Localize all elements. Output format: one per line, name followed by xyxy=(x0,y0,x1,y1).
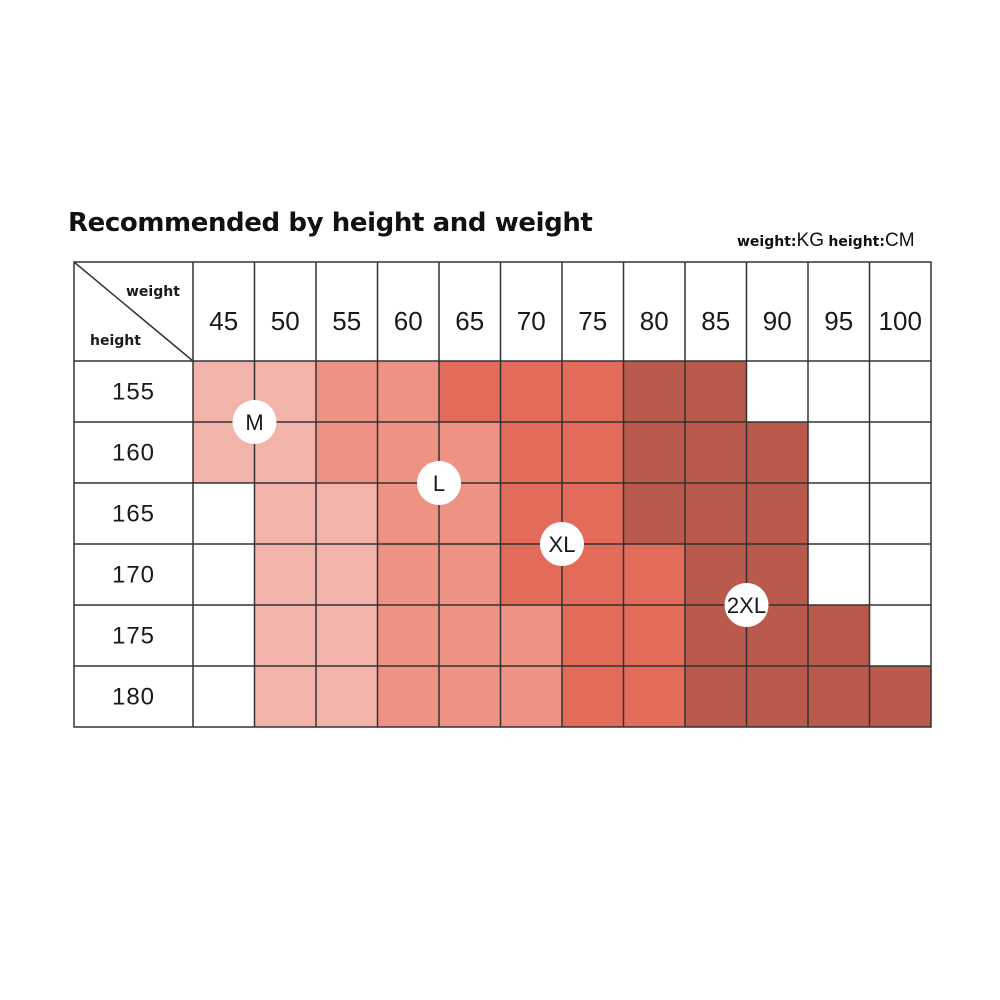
cell-160-75 xyxy=(562,422,624,483)
weight-unit-label: weight: xyxy=(737,234,797,250)
weight-tick-label: 75 xyxy=(578,306,607,336)
weight-tick-label: 60 xyxy=(394,306,423,336)
weight-tick-label: 80 xyxy=(640,306,669,336)
weight-tick-label: 55 xyxy=(332,306,361,336)
cell-155-70 xyxy=(500,361,562,422)
weight-tick-label: 70 xyxy=(517,306,546,336)
cell-180-90 xyxy=(746,666,808,727)
cell-165-55 xyxy=(316,483,378,544)
cell-160-70 xyxy=(500,422,562,483)
cell-160-100 xyxy=(869,422,931,483)
height-tick-label: 160 xyxy=(112,440,155,467)
cell-155-65 xyxy=(439,361,501,422)
weight-unit: KG xyxy=(796,230,824,251)
height-tick-label: 180 xyxy=(112,684,155,711)
size-badge-label: M xyxy=(245,410,263,435)
cell-175-75 xyxy=(562,605,624,666)
cell-170-95 xyxy=(808,544,870,605)
cell-180-95 xyxy=(808,666,870,727)
size-badge-m xyxy=(232,400,277,444)
weight-tick-label: 50 xyxy=(271,306,300,336)
cell-170-55 xyxy=(316,544,378,605)
cell-175-70 xyxy=(500,605,562,666)
cell-170-65 xyxy=(439,544,501,605)
cell-160-95 xyxy=(808,422,870,483)
weight-tick-label: 45 xyxy=(209,306,238,336)
cell-160-80 xyxy=(623,422,685,483)
height-unit: CM xyxy=(884,230,915,251)
cell-180-55 xyxy=(316,666,378,727)
height-tick-label: 155 xyxy=(112,379,155,406)
size-badge-l xyxy=(417,461,461,505)
cell-180-60 xyxy=(377,666,439,727)
cell-155-85 xyxy=(685,361,747,422)
corner-height-label: height xyxy=(90,333,141,349)
weight-tick-label: 100 xyxy=(879,306,922,336)
cell-170-60 xyxy=(377,544,439,605)
height-tick-label: 175 xyxy=(112,623,155,650)
cell-175-95 xyxy=(808,605,870,666)
cell-155-75 xyxy=(562,361,624,422)
height-unit-label: height: xyxy=(828,234,885,250)
cell-180-50 xyxy=(254,666,316,727)
weight-tick-label: 85 xyxy=(701,306,730,336)
weight-tick-label: 90 xyxy=(763,306,792,336)
cell-180-85 xyxy=(685,666,747,727)
cell-170-50 xyxy=(254,544,316,605)
cell-165-95 xyxy=(808,483,870,544)
size-badge-xl xyxy=(540,522,584,566)
cell-180-75 xyxy=(562,666,624,727)
cell-175-45 xyxy=(193,605,255,666)
cell-180-100 xyxy=(869,666,931,727)
corner-diagonal xyxy=(73,261,194,362)
cell-180-80 xyxy=(623,666,685,727)
cell-160-55 xyxy=(316,422,378,483)
cell-170-100 xyxy=(869,544,931,605)
cell-160-90 xyxy=(746,422,808,483)
cell-160-85 xyxy=(685,422,747,483)
cell-155-95 xyxy=(808,361,870,422)
size-badge-label: 2XL xyxy=(727,593,766,618)
cell-180-70 xyxy=(500,666,562,727)
cell-175-80 xyxy=(623,605,685,666)
cell-170-80 xyxy=(623,544,685,605)
cell-155-80 xyxy=(623,361,685,422)
height-tick-label: 165 xyxy=(112,501,155,528)
cell-175-50 xyxy=(254,605,316,666)
page-title: Recommended by height and weight xyxy=(68,208,593,238)
cell-155-60 xyxy=(377,361,439,422)
units-note: weight:KG height:CM xyxy=(737,230,915,252)
cell-165-80 xyxy=(623,483,685,544)
size-badge-2xl xyxy=(724,583,769,627)
cell-175-55 xyxy=(316,605,378,666)
size-badge-label: XL xyxy=(549,532,576,557)
weight-tick-label: 65 xyxy=(455,306,484,336)
cell-165-100 xyxy=(869,483,931,544)
weight-tick-label: 95 xyxy=(824,306,853,336)
table-border xyxy=(73,261,932,728)
height-tick-label: 170 xyxy=(112,562,155,589)
cell-165-90 xyxy=(746,483,808,544)
cell-175-65 xyxy=(439,605,501,666)
cell-180-65 xyxy=(439,666,501,727)
cell-165-50 xyxy=(254,483,316,544)
cell-175-100 xyxy=(869,605,931,666)
cell-155-100 xyxy=(869,361,931,422)
cell-180-45 xyxy=(193,666,255,727)
cell-165-85 xyxy=(685,483,747,544)
cell-155-90 xyxy=(746,361,808,422)
corner-weight-label: weight xyxy=(126,284,180,300)
size-badge-label: L xyxy=(433,471,445,496)
cell-165-45 xyxy=(193,483,255,544)
cell-155-55 xyxy=(316,361,378,422)
cell-170-45 xyxy=(193,544,255,605)
cell-175-60 xyxy=(377,605,439,666)
